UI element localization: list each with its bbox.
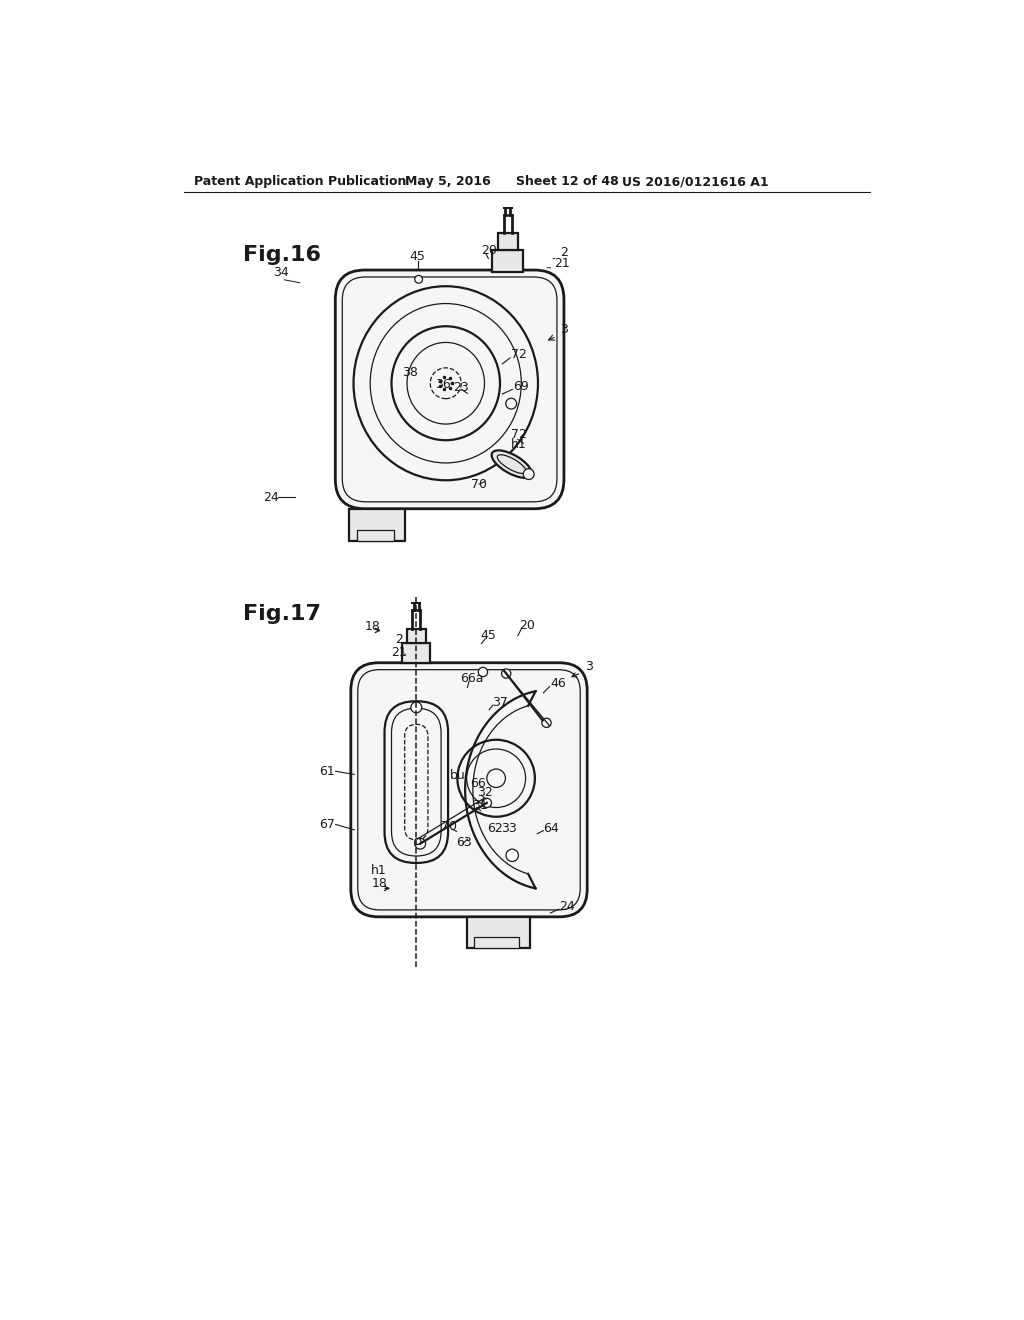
Text: 32: 32: [477, 787, 494, 800]
Text: 45: 45: [480, 630, 497, 643]
Text: 18: 18: [372, 878, 387, 890]
Text: 23: 23: [454, 381, 469, 395]
Text: h1: h1: [372, 865, 387, 878]
Text: 64: 64: [544, 822, 559, 834]
Text: Fig.16: Fig.16: [243, 244, 321, 264]
Circle shape: [506, 849, 518, 862]
Circle shape: [478, 668, 487, 677]
Bar: [407, 628, 426, 643]
Text: May 5, 2016: May 5, 2016: [406, 176, 492, 187]
Circle shape: [482, 799, 492, 808]
Text: 3: 3: [586, 660, 593, 673]
Ellipse shape: [492, 450, 531, 478]
Text: 31: 31: [472, 799, 487, 812]
Text: 63: 63: [457, 836, 472, 849]
Text: 20: 20: [480, 244, 497, 257]
Text: bu: bu: [450, 768, 465, 781]
Bar: [498, 234, 518, 249]
Bar: [349, 508, 406, 541]
Text: 66: 66: [471, 777, 486, 791]
Bar: [493, 249, 523, 272]
Text: 72: 72: [511, 348, 526, 362]
Text: 2: 2: [560, 246, 568, 259]
Text: 21: 21: [391, 647, 408, 659]
Text: 61: 61: [318, 764, 335, 777]
Text: Sheet 12 of 48: Sheet 12 of 48: [515, 176, 618, 187]
Text: 70: 70: [441, 820, 457, 833]
Bar: [402, 643, 430, 663]
Text: 62: 62: [487, 822, 504, 834]
Circle shape: [542, 718, 551, 727]
FancyBboxPatch shape: [351, 663, 587, 917]
Text: 37: 37: [493, 696, 508, 709]
Text: 20: 20: [519, 619, 536, 631]
Bar: [357, 531, 394, 541]
Text: Fig.17: Fig.17: [243, 605, 321, 624]
Text: 45: 45: [410, 251, 425, 264]
Text: 72: 72: [511, 428, 526, 441]
Text: 2: 2: [395, 634, 403, 647]
Text: 46: 46: [550, 677, 566, 690]
Text: US 2016/0121616 A1: US 2016/0121616 A1: [623, 176, 769, 187]
Text: 34: 34: [273, 265, 289, 279]
Circle shape: [415, 276, 423, 284]
Circle shape: [415, 838, 421, 845]
Text: 21: 21: [554, 257, 570, 271]
Text: 38: 38: [402, 366, 418, 379]
Bar: [467, 917, 530, 948]
Circle shape: [415, 838, 426, 849]
Text: 66a: 66a: [460, 672, 483, 685]
Text: 70: 70: [471, 478, 486, 491]
FancyBboxPatch shape: [335, 271, 564, 508]
Circle shape: [502, 669, 511, 678]
Circle shape: [523, 469, 535, 479]
Text: 24: 24: [559, 900, 574, 913]
Circle shape: [411, 702, 422, 713]
Circle shape: [506, 399, 517, 409]
Text: h1: h1: [511, 438, 526, 451]
Text: 18: 18: [366, 620, 381, 634]
Text: 24: 24: [263, 491, 280, 504]
Text: 3: 3: [560, 323, 567, 335]
Text: 67: 67: [318, 818, 335, 832]
Text: 69: 69: [513, 380, 529, 393]
Text: Patent Application Publication: Patent Application Publication: [194, 176, 407, 187]
Text: 36: 36: [435, 378, 451, 391]
Text: 33: 33: [502, 822, 517, 834]
Bar: [474, 937, 519, 948]
